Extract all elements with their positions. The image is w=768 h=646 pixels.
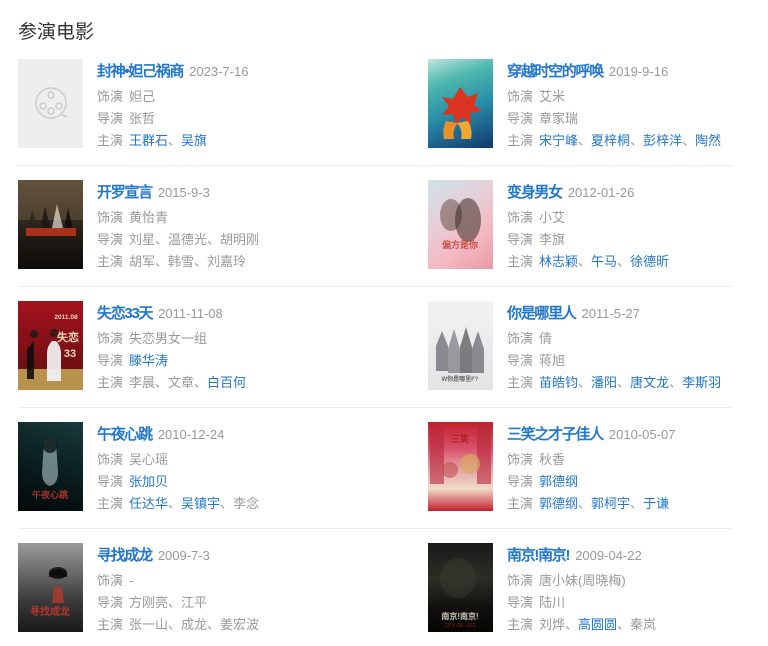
svg-text:午夜心跳: 午夜心跳 (32, 489, 68, 500)
svg-text:CITY OF LIFE: CITY OF LIFE (444, 623, 476, 629)
svg-text:偏方是你: 偏方是你 (442, 239, 478, 250)
svg-text:2011.08: 2011.08 (54, 314, 78, 321)
svg-text:寻找成龙: 寻找成龙 (30, 605, 70, 618)
svg-text:失恋: 失恋 (57, 330, 79, 344)
svg-text:三笑: 三笑 (451, 433, 469, 444)
svg-text:W你是哪里F?: W你是哪里F? (442, 375, 479, 383)
svg-text:南京!南京!: 南京!南京! (441, 611, 478, 621)
svg-text:33: 33 (64, 348, 76, 360)
